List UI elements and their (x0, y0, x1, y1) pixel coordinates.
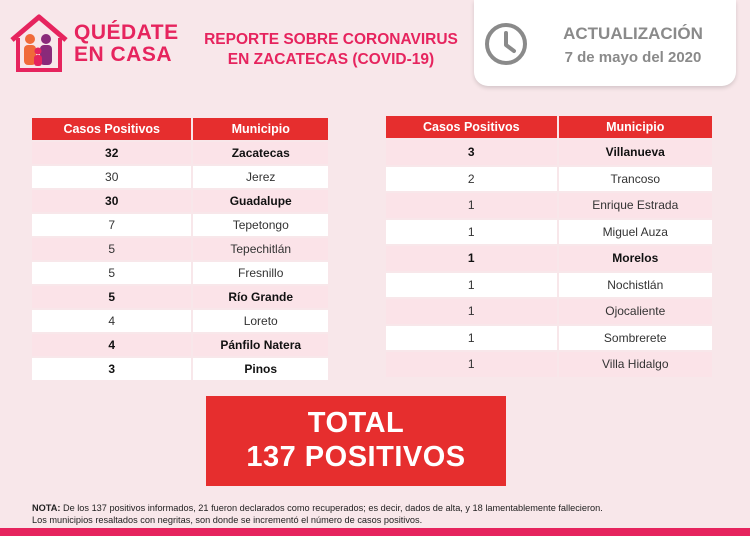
cases-table-right: Casos Positivos Municipio 3 Villanueva 2 Tr… (386, 114, 712, 379)
logo-line-2: EN CASA (74, 43, 173, 66)
logo-text: QUÉDATE EN CASA (74, 22, 179, 66)
cell-municipality: Fresnillo (191, 262, 328, 284)
cases-table-left: Casos Positivos Municipio 32 Zacatecas 30 J… (32, 116, 328, 382)
cell-cases: 2 (386, 166, 557, 191)
total-label: TOTAL (307, 407, 405, 439)
cell-municipality: Nochistlán (556, 272, 712, 297)
house-family-icon (10, 14, 68, 72)
cases-table-left-body: 32 Zacatecas 30 Jerez 30 Guadalupe 7 Tepetongo 5… (32, 142, 328, 380)
cell-municipality: Villa Hidalgo (556, 352, 712, 377)
cell-municipality: Morelos (556, 246, 712, 271)
table-row: 5 Fresnillo (32, 262, 328, 284)
update-label: ACTUALIZACIÓN (563, 24, 703, 43)
total-value: 137 POSITIVOS (246, 441, 466, 473)
cell-municipality: Tepetongo (191, 214, 328, 236)
table-row: 1 Sombrerete (386, 325, 712, 350)
cell-cases: 1 (386, 352, 557, 377)
clock-icon (485, 23, 527, 65)
table-row: 30 Guadalupe (32, 190, 328, 212)
cell-cases: 1 (386, 325, 557, 350)
table-row: 4 Pánfilo Natera (32, 334, 328, 356)
cases-table-right-body: 3 Villanueva 2 Trancoso 1 Enrique Estrada 1 Mig… (386, 140, 712, 377)
cell-cases: 5 (32, 286, 192, 308)
cell-municipality: Ojocaliente (556, 299, 712, 324)
footer-bar (0, 528, 750, 536)
note-label: NOTA: (32, 503, 61, 513)
cell-municipality: Miguel Auza (556, 219, 712, 244)
cell-cases: 1 (386, 193, 557, 218)
total-box: TOTAL 137 POSITIVOS (206, 396, 506, 486)
table-row: 2 Trancoso (386, 166, 712, 191)
cell-cases: 5 (32, 238, 192, 260)
cell-municipality: Villanueva (556, 140, 712, 165)
cell-municipality: Zacatecas (191, 142, 328, 164)
col-header-cases: Casos Positivos (32, 118, 192, 140)
cell-cases: 7 (32, 214, 192, 236)
table-row: 1 Ojocaliente (386, 299, 712, 324)
update-card: ACTUALIZACIÓN 7 de mayo del 2020 (474, 0, 736, 86)
cell-cases: 1 (386, 299, 557, 324)
cell-cases: 4 (32, 334, 192, 356)
cell-cases: 1 (386, 272, 557, 297)
table-row: 1 Morelos (386, 246, 712, 271)
table-row: 5 Río Grande (32, 286, 328, 308)
report-title-line-2: EN ZACATECAS (COVID-19) (227, 51, 435, 68)
cell-cases: 32 (32, 142, 192, 164)
cell-cases: 3 (386, 140, 557, 165)
cell-municipality: Pánfilo Natera (191, 334, 328, 356)
cell-municipality: Tepechitlán (191, 238, 328, 260)
note-text-2: Los municipios resaltados con negritas, … (32, 515, 423, 525)
report-title: REPORTE SOBRE CORONAVIRUS EN ZACATECAS (… (196, 30, 466, 70)
update-date: 7 de mayo del 2020 (564, 49, 702, 66)
table-row: 4 Loreto (32, 310, 328, 332)
col-header-municipality: Municipio (556, 116, 712, 138)
table-row: 30 Jerez (32, 166, 328, 188)
cell-cases: 1 (386, 246, 557, 271)
cell-municipality: Río Grande (191, 286, 328, 308)
cell-cases: 30 (32, 166, 192, 188)
table-row: 5 Tepechitlán (32, 238, 328, 260)
cell-cases: 4 (32, 310, 192, 332)
table-row: 32 Zacatecas (32, 142, 328, 164)
table-row: 7 Tepetongo (32, 214, 328, 236)
table-header-row: Casos Positivos Municipio (386, 116, 712, 138)
cell-municipality: Jerez (191, 166, 328, 188)
cell-municipality: Trancoso (556, 166, 712, 191)
table-row: 1 Miguel Auza (386, 219, 712, 244)
col-header-municipality: Municipio (191, 118, 328, 140)
table-row: 1 Nochistlán (386, 272, 712, 297)
cell-cases: 30 (32, 190, 192, 212)
col-header-cases: Casos Positivos (386, 116, 557, 138)
cell-municipality: Enrique Estrada (556, 193, 712, 218)
report-title-line-1: REPORTE SOBRE CORONAVIRUS (204, 31, 458, 48)
cell-municipality: Guadalupe (191, 190, 328, 212)
table-header-row: Casos Positivos Municipio (32, 118, 328, 140)
cell-municipality: Pinos (191, 358, 328, 380)
cell-cases: 3 (32, 358, 192, 380)
cell-municipality: Loreto (191, 310, 328, 332)
cell-cases: 1 (386, 219, 557, 244)
cell-cases: 5 (32, 262, 192, 284)
table-row: 1 Enrique Estrada (386, 193, 712, 218)
table-row: 3 Pinos (32, 358, 328, 380)
logo-line-1: QUÉDATE (74, 21, 179, 44)
footnote: NOTA: De los 137 positivos informados, 2… (32, 502, 732, 526)
cell-municipality: Sombrerete (556, 325, 712, 350)
note-text-1: De los 137 positivos informados, 21 fuer… (62, 503, 603, 513)
table-row: 1 Villa Hidalgo (386, 352, 712, 377)
table-row: 3 Villanueva (386, 140, 712, 165)
